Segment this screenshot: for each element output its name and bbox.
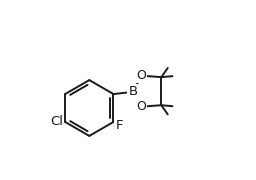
Text: B: B	[128, 85, 137, 98]
Text: O: O	[137, 69, 146, 82]
Text: F: F	[115, 119, 123, 132]
Text: Cl: Cl	[50, 115, 63, 129]
Text: O: O	[137, 100, 146, 113]
